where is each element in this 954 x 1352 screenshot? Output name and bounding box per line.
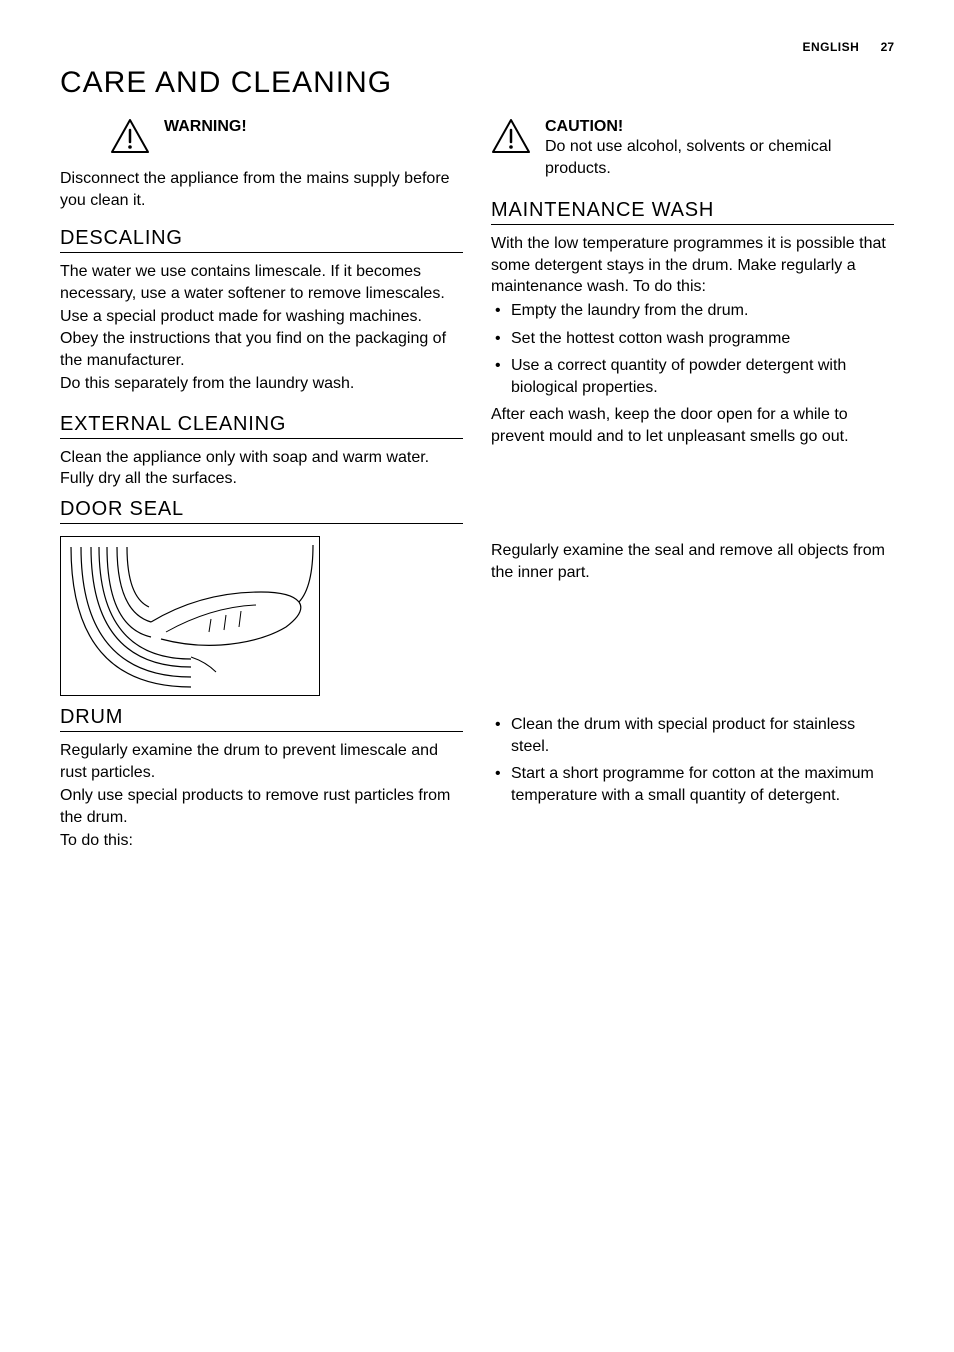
warning-body: WARNING! xyxy=(164,118,463,138)
maintenance-wash-list: Empty the laundry from the drum. Set the… xyxy=(491,300,894,398)
warning-icon xyxy=(110,118,150,154)
drum-section: DRUM Regularly examine the drum to preve… xyxy=(60,706,894,854)
caution-text: Do not use alcohol, solvents or chemical… xyxy=(545,136,894,179)
caution-alert: CAUTION! Do not use alcohol, solvents or… xyxy=(491,118,894,181)
descaling-p2: Use a special product made for washing m… xyxy=(60,306,463,371)
caution-icon xyxy=(491,118,531,154)
maintenance-wash-after: After each wash, keep the door open for … xyxy=(491,404,894,447)
content-columns: WARNING! Disconnect the appliance from t… xyxy=(60,118,894,854)
drum-left: DRUM Regularly examine the drum to preve… xyxy=(60,706,463,854)
door-seal-row: Regularly examine the seal and remove al… xyxy=(60,532,894,696)
external-cleaning-title: EXTERNAL CLEANING xyxy=(60,413,463,439)
warning-title: WARNING! xyxy=(164,118,463,136)
list-item: Use a correct quantity of powder deterge… xyxy=(491,355,894,398)
descaling-p1: The water we use contains limescale. If … xyxy=(60,261,463,304)
drum-list: Clean the drum with special product for … xyxy=(491,714,894,806)
warning-block: WARNING! Disconnect the appliance from t… xyxy=(60,118,463,211)
drum-right: Clean the drum with special product for … xyxy=(491,706,894,854)
caution-title: CAUTION! xyxy=(545,118,894,136)
maintenance-wash-section: MAINTENANCE WASH With the low temperatur… xyxy=(491,199,894,447)
warning-alert: WARNING! xyxy=(60,118,463,154)
drum-title: DRUM xyxy=(60,706,463,732)
caution-body: CAUTION! Do not use alcohol, solvents or… xyxy=(545,118,894,181)
maintenance-wash-intro: With the low temperature programmes it i… xyxy=(491,233,894,298)
descaling-p3: Do this separately from the laundry wash… xyxy=(60,373,463,395)
language-label: ENGLISH xyxy=(802,40,859,54)
external-cleaning-body: Clean the appliance only with soap and w… xyxy=(60,447,463,490)
drum-p1: Regularly examine the drum to prevent li… xyxy=(60,740,463,783)
descaling-section: DESCALING The water we use contains lime… xyxy=(60,227,463,395)
page-title: CARE AND CLEANING xyxy=(60,66,894,100)
drum-p2: Only use special products to remove rust… xyxy=(60,785,463,828)
drum-p3: To do this: xyxy=(60,830,463,852)
door-seal-title: DOOR SEAL xyxy=(60,498,463,524)
page-number: 27 xyxy=(881,40,894,54)
external-cleaning-section: EXTERNAL CLEANING Clean the appliance on… xyxy=(60,413,463,490)
list-item: Clean the drum with special product for … xyxy=(491,714,894,757)
maintenance-wash-title: MAINTENANCE WASH xyxy=(491,199,894,225)
warning-text: Disconnect the appliance from the mains … xyxy=(60,168,463,211)
door-seal-drawing-icon xyxy=(61,537,321,697)
list-item: Empty the laundry from the drum. xyxy=(491,300,894,322)
list-item: Set the hottest cotton wash programme xyxy=(491,328,894,350)
page-header: ENGLISH 27 xyxy=(60,40,894,54)
door-seal-body: Regularly examine the seal and remove al… xyxy=(491,540,894,583)
door-seal-section: DOOR SEAL xyxy=(60,498,894,696)
door-seal-right: Regularly examine the seal and remove al… xyxy=(491,532,894,696)
door-seal-left xyxy=(60,532,463,696)
door-seal-illustration xyxy=(60,536,320,696)
caution-block: CAUTION! Do not use alcohol, solvents or… xyxy=(491,118,894,181)
descaling-title: DESCALING xyxy=(60,227,463,253)
list-item: Start a short programme for cotton at th… xyxy=(491,763,894,806)
